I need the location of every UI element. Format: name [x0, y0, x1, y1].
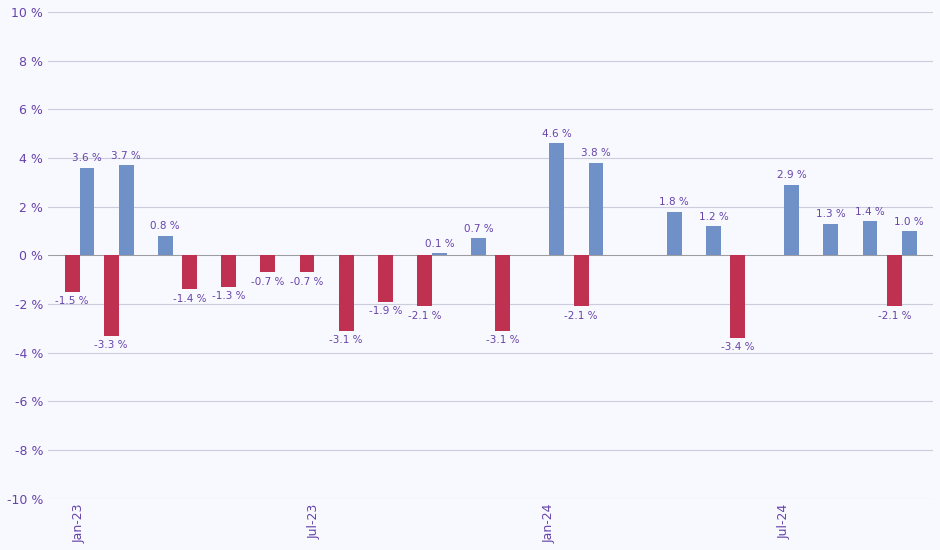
Bar — [666, 212, 681, 255]
Bar — [495, 255, 510, 331]
Bar — [158, 236, 173, 255]
Bar — [886, 255, 901, 306]
Bar — [588, 163, 603, 255]
Text: 0.1 %: 0.1 % — [425, 239, 454, 249]
Bar — [573, 255, 588, 306]
Bar — [730, 255, 745, 338]
Text: -2.1 %: -2.1 % — [408, 311, 441, 321]
Text: -3.3 %: -3.3 % — [94, 340, 128, 350]
Text: -3.1 %: -3.1 % — [329, 335, 363, 345]
Text: -2.1 %: -2.1 % — [878, 311, 911, 321]
Text: 4.6 %: 4.6 % — [542, 129, 572, 139]
Bar — [706, 226, 721, 255]
Text: 1.4 %: 1.4 % — [855, 207, 885, 217]
Text: -1.5 %: -1.5 % — [55, 296, 88, 306]
Bar — [182, 255, 197, 289]
Text: 1.2 %: 1.2 % — [698, 212, 728, 222]
Bar — [901, 231, 916, 255]
Text: -2.1 %: -2.1 % — [564, 311, 598, 321]
Bar — [417, 255, 431, 306]
Text: -3.1 %: -3.1 % — [486, 335, 520, 345]
Bar — [549, 144, 564, 255]
Bar — [823, 224, 838, 255]
Bar — [221, 255, 236, 287]
Bar — [260, 255, 275, 272]
Text: 2.9 %: 2.9 % — [776, 170, 807, 180]
Bar — [103, 255, 118, 336]
Bar — [65, 255, 80, 292]
Text: 1.3 %: 1.3 % — [816, 210, 846, 219]
Bar — [784, 185, 799, 255]
Bar — [338, 255, 353, 331]
Text: -3.4 %: -3.4 % — [721, 343, 755, 353]
Bar — [471, 238, 486, 255]
Bar — [300, 255, 314, 272]
Text: -1.9 %: -1.9 % — [368, 306, 402, 316]
Text: 0.7 %: 0.7 % — [463, 224, 494, 234]
Text: -1.3 %: -1.3 % — [212, 292, 245, 301]
Text: 0.8 %: 0.8 % — [150, 222, 180, 232]
Text: 1.0 %: 1.0 % — [894, 217, 924, 227]
Text: -0.7 %: -0.7 % — [251, 277, 285, 287]
Text: 3.7 %: 3.7 % — [111, 151, 141, 161]
Text: 3.8 %: 3.8 % — [581, 148, 611, 158]
Text: 1.8 %: 1.8 % — [659, 197, 689, 207]
Bar — [431, 253, 446, 255]
Bar — [118, 165, 133, 255]
Bar — [80, 168, 94, 255]
Text: 3.6 %: 3.6 % — [72, 153, 102, 163]
Text: -1.4 %: -1.4 % — [173, 294, 206, 304]
Text: -0.7 %: -0.7 % — [290, 277, 323, 287]
Bar — [863, 221, 877, 255]
Bar — [378, 255, 393, 301]
